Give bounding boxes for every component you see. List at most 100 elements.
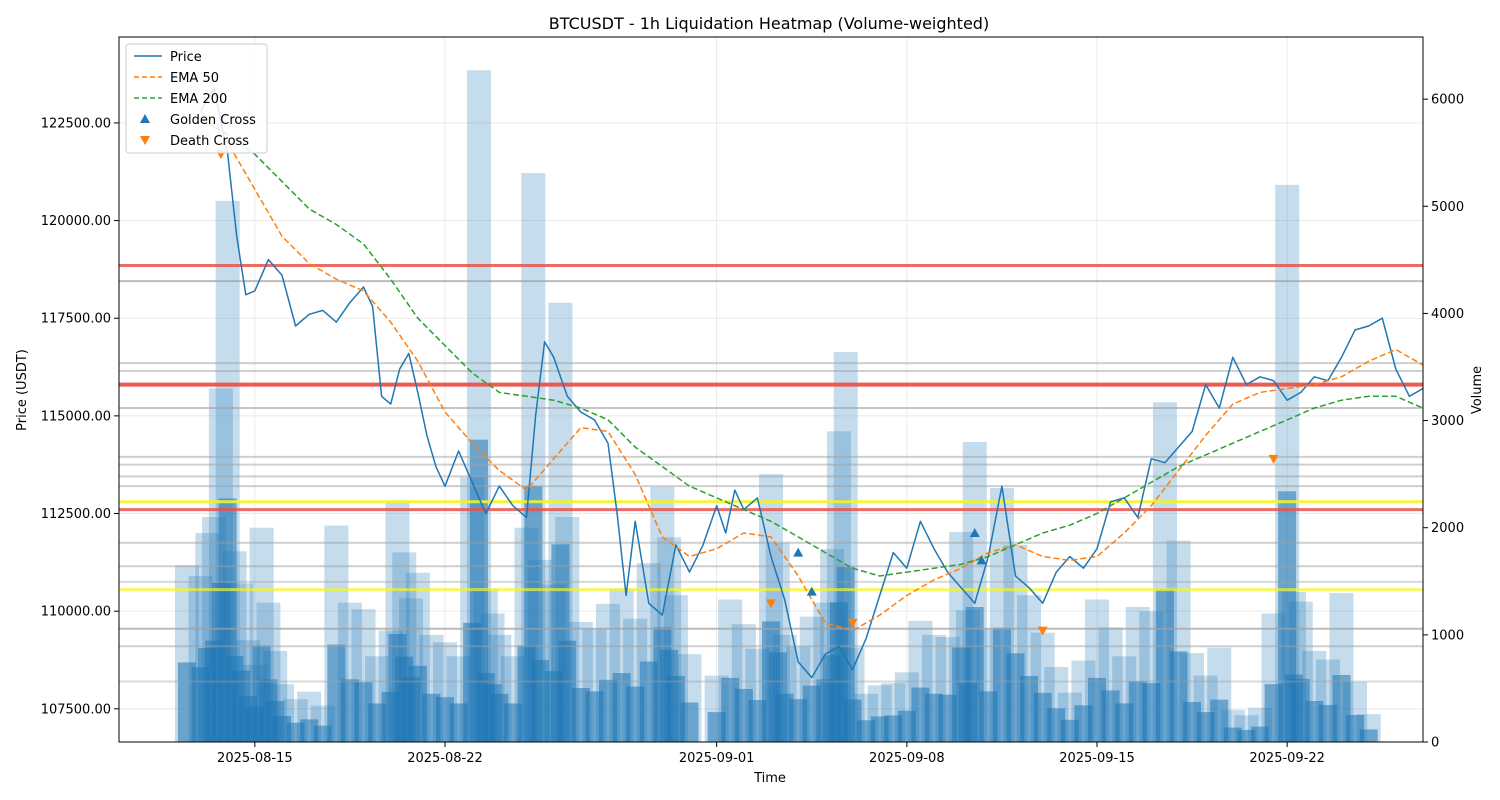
volume-density-85 xyxy=(1115,703,1134,742)
volume-density-102 xyxy=(1332,674,1351,742)
golden-cross-marker-2 xyxy=(969,528,980,538)
volume-density-64 xyxy=(843,699,862,742)
volume-density-51 xyxy=(707,712,726,742)
price-line xyxy=(199,87,1424,679)
volume-density-84 xyxy=(1101,690,1120,742)
x-axis-label: Time xyxy=(753,771,786,786)
y2-tick-label-6: 6000 xyxy=(1431,93,1464,108)
death-cross-marker-4 xyxy=(1268,454,1279,464)
x-tick-label-5: 2025-09-22 xyxy=(1249,751,1325,766)
legend-swatch-golden-cross xyxy=(140,114,150,123)
volume-density-104 xyxy=(1359,729,1378,742)
volume-density-37 xyxy=(531,660,550,742)
volume-density-44 xyxy=(612,673,631,742)
volume-density-89 xyxy=(1169,651,1188,742)
y2-axis-ticks: 0 1000 2000 3000 4000 5000 6000 xyxy=(1423,93,1464,751)
volume-density-78 xyxy=(1020,675,1039,742)
legend-box xyxy=(125,43,268,154)
price-and-ema-lines xyxy=(199,87,1424,679)
volume-density-54 xyxy=(748,700,767,742)
legend-label-death-cross: Death Cross xyxy=(170,134,249,149)
y2-axis-label: Volume xyxy=(1470,366,1485,414)
volume-density-80 xyxy=(1047,708,1066,742)
volume-density-53 xyxy=(734,688,753,742)
volume-bars xyxy=(174,70,1381,743)
volume-density-20 xyxy=(368,703,387,742)
x-axis-ticks: 2025-08-15 2025-08-22 2025-09-01 2025-09-08… xyxy=(217,742,1325,766)
y2-tick-label-2: 2000 xyxy=(1431,521,1464,536)
volume-density-83 xyxy=(1088,677,1106,742)
y-tick-label-1: 110000.00 xyxy=(41,605,111,620)
volume-density-28 xyxy=(449,703,468,742)
volume-density-68 xyxy=(897,710,916,742)
volume-density-99 xyxy=(1291,678,1310,742)
volume-density-81 xyxy=(1060,719,1079,742)
liquidation-levels xyxy=(119,263,1423,683)
volume-density-57 xyxy=(775,693,794,742)
volume-density-63 xyxy=(836,566,855,742)
volume-density-13 xyxy=(273,715,291,742)
y-tick-label-4: 117500.00 xyxy=(41,312,111,327)
plot-frame xyxy=(118,36,1424,743)
golden-cross-marker-0 xyxy=(793,547,804,557)
volume-density-76 xyxy=(992,627,1011,742)
volume-density-0 xyxy=(177,662,196,742)
volume-density-46 xyxy=(639,661,658,742)
legend-label-golden-cross: Golden Cross xyxy=(170,113,256,128)
volume-density-40 xyxy=(558,640,577,742)
volume-density-87 xyxy=(1142,683,1161,742)
volume-density-95 xyxy=(1251,726,1269,742)
volume-density-69 xyxy=(911,687,930,742)
volume-density-70 xyxy=(925,693,943,742)
volume-density-15 xyxy=(300,719,319,742)
y-tick-label-5: 120000.00 xyxy=(41,214,111,229)
volume-density-94 xyxy=(1237,729,1256,742)
volume-density-34 xyxy=(503,703,522,742)
volume-density-17 xyxy=(327,644,346,742)
volume-density-58 xyxy=(789,699,808,742)
x-tick-label-4: 2025-09-15 xyxy=(1059,751,1135,766)
x-tick-label-1: 2025-08-22 xyxy=(407,751,483,766)
volume-density-18 xyxy=(340,679,359,742)
x-tick-label-0: 2025-08-15 xyxy=(217,751,293,766)
volume-density-59 xyxy=(802,685,821,742)
ema50-line xyxy=(199,110,1424,632)
y2-tick-label-1: 1000 xyxy=(1431,628,1464,643)
y-tick-label-3: 115000.00 xyxy=(41,409,111,424)
volume-density-90 xyxy=(1183,701,1202,742)
y-axis-label: Price (USDT) xyxy=(15,349,30,431)
volume-density-16 xyxy=(313,725,332,742)
ema200-line xyxy=(200,118,1424,577)
legend-label-ema200: EMA 200 xyxy=(170,92,227,107)
legend: Price EMA 50 EMA 200 Golden Cross Death … xyxy=(125,43,268,154)
volume-density-66 xyxy=(870,716,889,742)
legend-label-ema50: EMA 50 xyxy=(170,71,219,86)
death-cross-marker-2 xyxy=(847,618,858,628)
volume-density-88 xyxy=(1155,589,1174,742)
volume-density-74 xyxy=(965,607,984,742)
volume-density-100 xyxy=(1305,701,1324,742)
chart-title: BTCUSDT - 1h Liquidation Heatmap (Volume… xyxy=(549,14,989,33)
volume-density-65 xyxy=(857,720,876,742)
volume-density-25 xyxy=(408,665,427,742)
volume-density-45 xyxy=(626,686,645,742)
volume-density-43 xyxy=(599,679,617,742)
volume-density-86 xyxy=(1128,681,1147,742)
y2-tick-label-4: 4000 xyxy=(1431,307,1464,322)
x-tick-label-3: 2025-09-08 xyxy=(869,751,945,766)
golden-cross-marker-3 xyxy=(976,555,987,565)
volume-density-101 xyxy=(1318,704,1337,742)
volume-density-67 xyxy=(884,715,903,742)
volume-density-42 xyxy=(585,691,604,742)
volume-density-93 xyxy=(1223,727,1242,742)
volume-density-19 xyxy=(354,682,373,742)
volume-density-27 xyxy=(436,697,454,742)
volume-density-71 xyxy=(938,694,957,742)
legend-swatch-death-cross xyxy=(140,136,150,145)
y-tick-label-6: 122500.00 xyxy=(41,116,111,131)
y-tick-label-2: 112500.00 xyxy=(41,507,111,522)
volume-density-96 xyxy=(1264,684,1283,742)
volume-density-14 xyxy=(286,722,305,742)
death-cross-marker-3 xyxy=(1037,626,1048,636)
volume-density-52 xyxy=(721,677,740,742)
